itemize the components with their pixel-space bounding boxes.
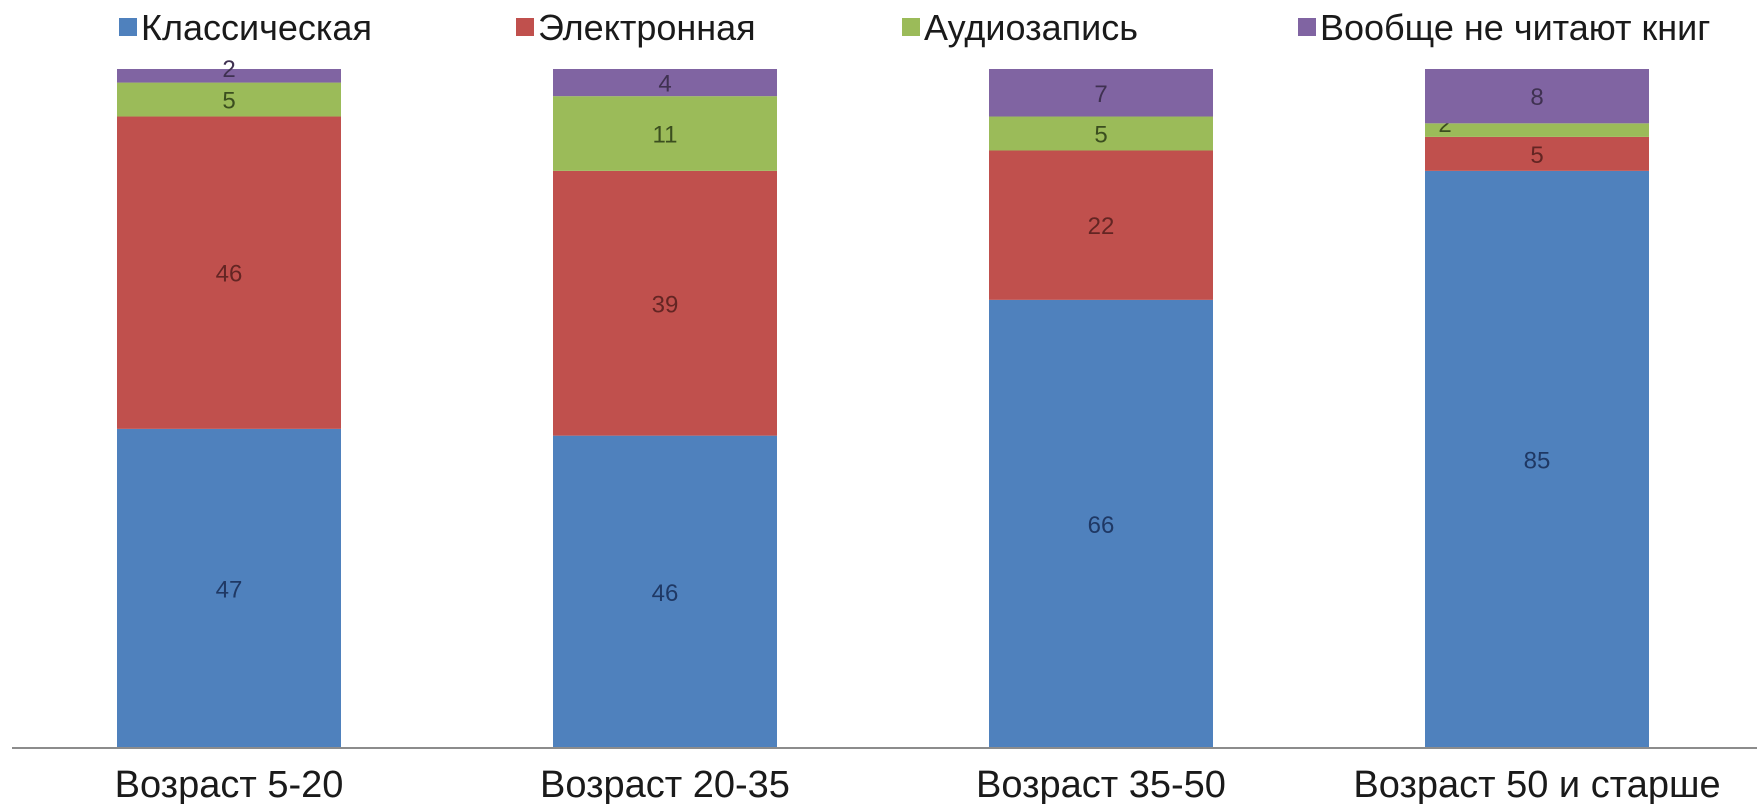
legend-swatch [902, 18, 920, 36]
legend-item-4: Вообще не читают книг [1298, 7, 1710, 48]
data-label: 5 [1094, 122, 1107, 149]
bar-segment [553, 435, 777, 748]
x-tick-label: Возраст 50 и старше [1353, 764, 1720, 804]
bar-segment [553, 69, 777, 97]
data-label: 4 [658, 71, 671, 98]
legend-swatch [1298, 18, 1316, 36]
data-label: 39 [652, 291, 679, 318]
x-tick-label: Возраст 5-20 [115, 764, 344, 804]
x-axis-labels: Возраст 5-20 Возраст 20-35 Возраст 35-50 Во… [115, 764, 1721, 804]
bar-segment [553, 96, 777, 171]
data-label: 46 [216, 261, 243, 288]
bar-segment [1425, 123, 1649, 137]
x-tick-label: Возраст 35-50 [976, 764, 1226, 804]
bar-segment [1425, 69, 1649, 124]
legend-item-1: Классическая [119, 7, 372, 48]
data-label: 2 [222, 56, 235, 83]
legend-label: Электронная [538, 7, 756, 48]
data-label: 22 [1088, 213, 1115, 240]
chart-legend: Классическая Электронная Аудиозапись Вообще… [119, 7, 1710, 48]
legend-label: Классическая [141, 7, 372, 48]
bar-segment [117, 82, 341, 117]
data-label: 5 [1530, 142, 1543, 169]
legend-item-2: Электронная [516, 7, 756, 48]
legend-swatch [119, 18, 137, 36]
bar-segment [1425, 170, 1649, 749]
bar-segment [553, 170, 777, 436]
bar-segment [989, 150, 1213, 300]
legend-label: Вообще не читают книг [1320, 7, 1710, 48]
data-label: 11 [653, 122, 678, 149]
data-label: 85 [1524, 447, 1551, 474]
bar-stack-1: 47 46 5 2 [117, 56, 341, 748]
data-label: 8 [1530, 84, 1543, 111]
data-label: 46 [652, 580, 679, 607]
bar-segment [117, 69, 341, 83]
bar-stack-3: 66 22 5 7 [989, 69, 1213, 748]
bar-stack-2: 46 39 11 4 [553, 69, 777, 748]
bar-segment [989, 116, 1213, 151]
data-label: 7 [1094, 81, 1107, 108]
x-tick-label: Возраст 20-35 [540, 764, 790, 804]
bar-segment [117, 428, 341, 748]
bar-segment [989, 299, 1213, 748]
legend-label: Аудиозапись [924, 7, 1138, 48]
legend-swatch [516, 18, 534, 36]
data-label: 47 [216, 576, 243, 603]
bar-segment [117, 116, 341, 429]
data-label: 5 [222, 88, 235, 115]
bar-segment [989, 69, 1213, 117]
data-label: 66 [1088, 512, 1115, 539]
legend-item-3: Аудиозапись [902, 7, 1138, 48]
bar-segment [1425, 136, 1649, 171]
